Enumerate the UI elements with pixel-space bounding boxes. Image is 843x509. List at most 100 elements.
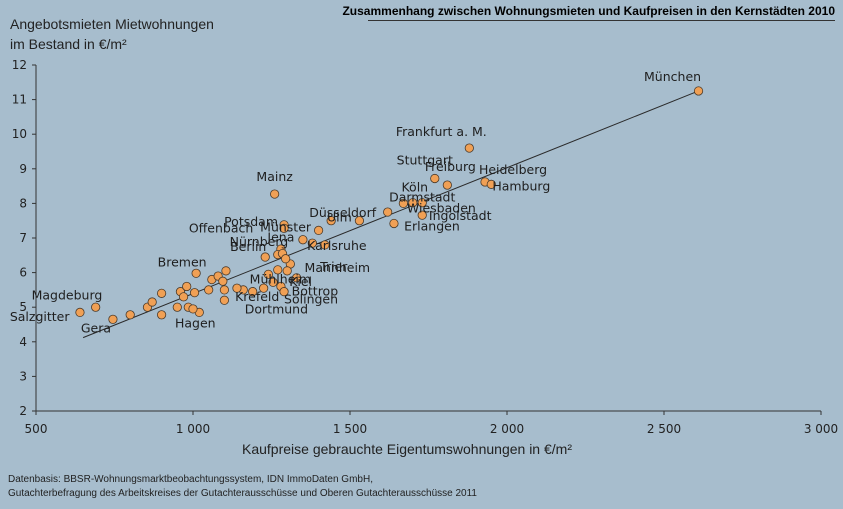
data-point: [398, 198, 408, 208]
point-label: Mühlheim: [250, 271, 311, 286]
data-point: [486, 179, 496, 189]
data-point: [259, 283, 269, 293]
data-point: [292, 273, 302, 283]
point-label: München: [644, 69, 701, 84]
data-point: [417, 210, 427, 220]
point-label: Hagen: [175, 315, 216, 330]
data-point: [417, 198, 427, 208]
data-point: [273, 265, 283, 275]
point-label: Hamburg: [492, 178, 550, 193]
data-point: [157, 310, 167, 320]
y-axis-label-line-1: Angebotsmieten Mietwohnungen: [10, 16, 214, 32]
data-point: [219, 285, 229, 295]
point-label: Münster: [260, 219, 312, 234]
data-point: [408, 198, 418, 208]
data-point: [464, 143, 474, 153]
data-point: [268, 277, 278, 287]
data-point: [248, 287, 258, 297]
point-label: Stuttgart: [397, 152, 453, 167]
data-point: [91, 302, 101, 312]
point-label: Mainz: [256, 169, 293, 184]
data-point: [430, 173, 440, 184]
point-label: Karlsruhe: [307, 238, 367, 253]
data-point: [313, 225, 324, 235]
data-point: [354, 216, 365, 226]
data-point: [383, 207, 393, 217]
data-point: [188, 304, 198, 314]
x-axis-label: Kaufpreise gebrauchte Eigentumswohnungen…: [242, 441, 572, 457]
chart-title: Zusammenhang zwischen Wohnungsmieten und…: [342, 4, 835, 18]
data-point: [693, 86, 704, 96]
y-tick-label: 7: [19, 231, 27, 245]
x-tick-label: 3 000: [804, 422, 838, 436]
data-point: [279, 223, 289, 233]
x-tick-label: 1 000: [176, 422, 210, 436]
y-tick-label: 11: [12, 93, 27, 107]
data-point: [263, 269, 273, 279]
point-label: Darmstadt: [389, 190, 455, 205]
point-label: Offenbach: [189, 220, 253, 235]
source-note-line-2: Gutachterbefragung des Arbeitskreises de…: [8, 488, 477, 499]
source-note-line-1: Datenbasis: BBSR-Wohnungsmarktbeobachtun…: [8, 474, 373, 485]
data-point: [218, 276, 228, 286]
data-point: [298, 235, 308, 245]
data-point: [189, 288, 200, 298]
point-label: Erlangen: [404, 218, 460, 233]
point-label: Freiburg: [425, 159, 476, 174]
data-point: [389, 218, 399, 229]
data-point: [307, 238, 317, 248]
y-tick-label: 8: [19, 196, 27, 210]
point-label: Bottrop: [292, 283, 339, 298]
y-tick-label: 9: [19, 162, 27, 176]
point-label: Trier: [319, 259, 348, 274]
x-tick-label: 1 500: [333, 422, 367, 436]
x-tick-label: 2 500: [647, 422, 681, 436]
y-axis-label-line-2: im Bestand in €/m²: [10, 36, 127, 52]
data-point: [326, 216, 336, 226]
y-tick-label: 3: [19, 369, 27, 383]
data-point: [75, 307, 85, 317]
data-point: [270, 189, 280, 199]
data-point: [442, 180, 452, 190]
data-point: [282, 266, 292, 276]
y-tick-label: 10: [12, 127, 27, 141]
data-point: [232, 283, 242, 293]
y-tick-label: 12: [12, 58, 27, 72]
point-label: Salzgitter: [10, 309, 71, 324]
title-underline: [368, 20, 835, 21]
point-label: Jena: [266, 230, 294, 245]
data-point: [125, 310, 135, 320]
y-tick-label: 4: [19, 335, 27, 349]
data-point: [281, 254, 291, 264]
data-point: [204, 285, 214, 295]
data-point: [157, 288, 167, 298]
x-tick-label: 2 000: [490, 422, 524, 436]
data-point: [191, 268, 201, 278]
data-point: [178, 292, 189, 302]
point-label: Nürnberg: [230, 234, 289, 249]
data-point: [221, 266, 231, 276]
point-label: Solingen: [284, 292, 338, 307]
point-label: Krefeld: [235, 289, 279, 304]
y-tick-label: 2: [19, 404, 27, 418]
data-point: [147, 297, 157, 307]
point-label: Kiel: [289, 274, 312, 289]
data-point: [172, 302, 182, 312]
y-tick-label: 6: [19, 266, 27, 280]
point-label: Ingolstadt: [429, 208, 492, 223]
x-tick-label: 500: [25, 422, 48, 436]
point-label: Magdeburg: [32, 287, 103, 302]
data-point: [279, 287, 289, 297]
data-point: [182, 281, 192, 292]
point-label: Wiesbaden: [407, 200, 476, 215]
point-label: Ulm: [327, 210, 352, 225]
data-point: [108, 314, 118, 324]
point-label: Mannheim: [305, 260, 371, 275]
point-label: Gera: [81, 320, 111, 335]
y-tick-label: 5: [19, 300, 27, 314]
point-label: Frankfurt a. M.: [396, 124, 487, 139]
data-point: [260, 252, 270, 262]
data-point: [320, 240, 330, 250]
point-label: Berlin: [230, 239, 266, 254]
